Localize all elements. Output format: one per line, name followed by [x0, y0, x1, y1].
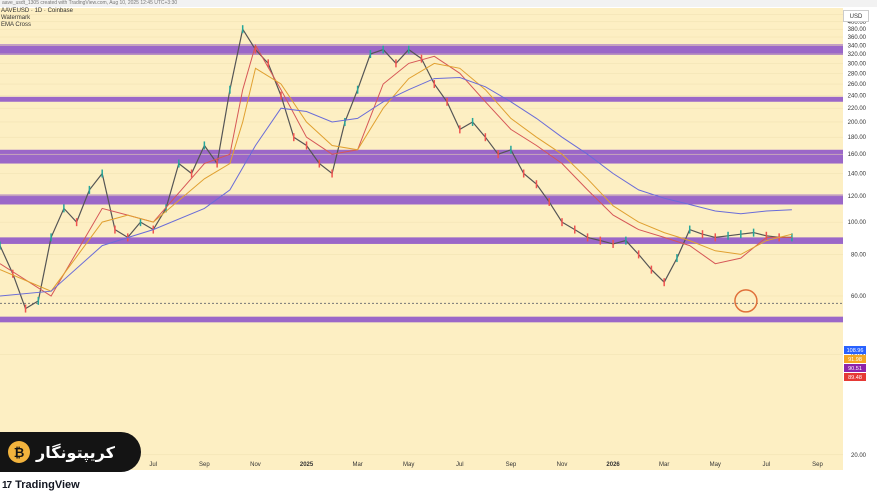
y-tick-label: 20.00	[851, 453, 867, 459]
y-axis: 20.0040.0060.0080.00100.00120.00140.0016…	[843, 8, 877, 470]
price-labels: 108.96 91.98 90.51 89.48	[844, 346, 866, 381]
price-label-box	[844, 364, 866, 372]
x-tick-label: 2025	[300, 462, 314, 468]
price-label-box	[844, 346, 866, 354]
zone-band	[0, 44, 843, 55]
y-tick-label: 400.00	[848, 20, 867, 26]
y-tick-label: 380.00	[848, 27, 867, 33]
y-tick-label: 320.00	[848, 52, 867, 58]
y-tick-label: 280.00	[848, 71, 867, 77]
y-tick-label: 220.00	[848, 106, 867, 112]
y-tick-label: 60.00	[851, 294, 867, 300]
currency-label[interactable]: USD	[843, 10, 869, 22]
series-ema-medium	[0, 62, 793, 292]
price-label-box	[844, 355, 866, 363]
y-tick-label: 160.00	[848, 152, 867, 158]
y-tick-label: 120.00	[848, 194, 867, 200]
bitcoin-icon: ₿	[8, 441, 30, 463]
top-strip: aave_usdt_1305 created with TradingView.…	[0, 0, 877, 7]
price-label-box	[844, 373, 866, 381]
highlight-circle	[734, 289, 758, 313]
price-label-text: 90.51	[848, 366, 862, 372]
x-tick-label: Mar	[352, 462, 362, 468]
support-resistance-zones	[0, 44, 843, 323]
x-tick-label: Nov	[250, 462, 261, 468]
series-ema-fast	[0, 44, 792, 297]
zone-band	[0, 237, 843, 244]
watermark-indicator: Watermark	[1, 15, 31, 21]
zone-band	[0, 194, 843, 205]
y-tick-label: 100.00	[848, 220, 867, 226]
x-tick-label: Nov	[557, 462, 568, 468]
y-tick-label: 300.00	[848, 61, 867, 67]
zone-band	[0, 316, 843, 323]
tradingview-footer[interactable]: 17 TradingView	[2, 478, 80, 492]
series-layer	[0, 25, 793, 313]
series-ema-slow	[0, 76, 792, 297]
x-tick-label: 2026	[606, 462, 620, 468]
y-tick-label: 140.00	[848, 172, 867, 178]
y-tick-label: 340.00	[848, 43, 867, 49]
price-label-text: 89.48	[848, 375, 862, 381]
price-label-text: 91.98	[848, 357, 862, 363]
y-tick-label: 260.00	[848, 82, 867, 88]
y-axis-panel	[843, 8, 877, 470]
x-tick-label: May	[710, 462, 721, 468]
y-tick-label: 240.00	[848, 94, 867, 100]
x-tick-label: May	[403, 462, 414, 468]
x-tick-label: Jul	[149, 462, 157, 468]
x-tick-label: Jul	[763, 462, 771, 468]
ema-cross-indicator: EMA Cross	[1, 22, 32, 28]
tradingview-icon: 17	[2, 479, 12, 491]
x-axis-panel	[0, 470, 877, 478]
logo-text: کریپتونگار	[36, 442, 115, 462]
x-tick-label: Sep	[812, 462, 823, 468]
y-tick-label: 360.00	[848, 35, 867, 41]
x-tick-label: Sep	[506, 462, 517, 468]
x-tick-label: Jul	[456, 462, 464, 468]
price-label-text: 108.96	[847, 348, 864, 354]
x-tick-label: Sep	[199, 462, 210, 468]
symbol-title: AAVEUSD · 1D · Coinbase	[1, 8, 73, 14]
y-tick-label: 80.00	[851, 252, 867, 258]
cryptonegar-logo: ₿ کریپتونگار	[0, 432, 141, 472]
x-tick-label: Mar	[659, 462, 669, 468]
zone-band	[0, 149, 843, 164]
zone-band	[0, 96, 843, 102]
y-tick-label: 200.00	[848, 120, 867, 126]
tradingview-brand: TradingView	[15, 479, 80, 491]
y-tick-label: 180.00	[848, 135, 867, 141]
